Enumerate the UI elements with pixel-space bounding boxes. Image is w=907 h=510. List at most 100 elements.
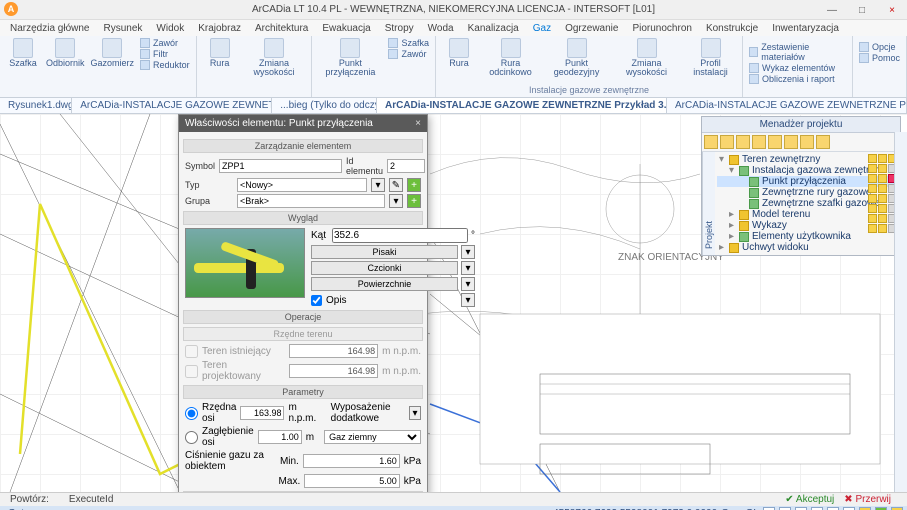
- panel-tool-icon[interactable]: [816, 135, 830, 149]
- cisn-min-input[interactable]: [303, 454, 400, 468]
- ribbon-pomoc[interactable]: Pomoc: [859, 53, 900, 63]
- ribbon-profil[interactable]: Profil instalacji: [685, 38, 736, 77]
- ribbon-zawor[interactable]: Zawór: [140, 38, 190, 48]
- grupa-input[interactable]: [237, 194, 385, 208]
- chevron-down-icon[interactable]: ▾: [461, 261, 475, 275]
- dialog-close-icon[interactable]: ×: [415, 118, 421, 129]
- section-ops: Operacje: [183, 310, 423, 324]
- symbol-input[interactable]: [219, 159, 342, 173]
- section-mgmt: Zarządzanie elementem: [183, 139, 423, 153]
- ribbon-obliczenia[interactable]: Obliczenia i raport: [749, 74, 846, 84]
- ribbon-szafka2[interactable]: Szafka: [388, 38, 429, 48]
- menu-item[interactable]: Inwentaryzacja: [772, 23, 839, 34]
- chevron-down-icon[interactable]: ▾: [409, 406, 421, 420]
- ribbon-filtr[interactable]: Filtr: [140, 49, 190, 59]
- menu-item[interactable]: Woda: [428, 23, 454, 34]
- project-manager-panel: Menadżer projektu Projekt ▾Teren zewnętr…: [701, 116, 901, 256]
- menu-item[interactable]: Rysunek: [104, 23, 143, 34]
- wyposazenie-button[interactable]: Wyposażenie dodatkowe: [331, 402, 405, 424]
- czcionki-button[interactable]: Czcionki: [311, 261, 458, 275]
- ribbon-opcje[interactable]: Opcje: [859, 42, 900, 52]
- cisn-max-input[interactable]: [304, 474, 400, 488]
- panel-tool-icon[interactable]: [704, 135, 718, 149]
- document-tabs: Rysunek1.dwg× ArCADia-INSTALACJE GAZOWE …: [0, 98, 907, 114]
- doc-tab[interactable]: ...bieg (Tylko do odczytu)×: [272, 98, 377, 113]
- dialog-titlebar[interactable]: Właściwości elementu: Punkt przyłączenia…: [179, 115, 427, 132]
- typ-input[interactable]: [237, 178, 367, 192]
- typ-add-icon[interactable]: +: [407, 178, 421, 192]
- pisaki-button[interactable]: Pisaki: [311, 245, 458, 259]
- chevron-down-icon[interactable]: ▾: [461, 245, 475, 259]
- ribbon-zestawienie[interactable]: Zestawienie materiałów: [749, 42, 846, 62]
- menu-item[interactable]: Stropy: [385, 23, 414, 34]
- ribbon-punkt-geo[interactable]: Punkt geodezyjny: [545, 38, 608, 77]
- menu-item[interactable]: Kanalizacja: [468, 23, 519, 34]
- idel-input[interactable]: [387, 159, 425, 173]
- teren-ist-checkbox: [185, 345, 198, 358]
- ribbon-reduktor[interactable]: Reduktor: [140, 60, 190, 70]
- collapsed-panel-strip[interactable]: [894, 132, 907, 492]
- menu-item[interactable]: Widok: [156, 23, 184, 34]
- zagl-input[interactable]: [258, 430, 302, 444]
- ribbon-rura[interactable]: Rura: [203, 38, 237, 68]
- typ-dropdown-icon[interactable]: ▾: [371, 178, 385, 192]
- rzedna-input[interactable]: [240, 406, 284, 420]
- maximize-button[interactable]: □: [847, 0, 877, 20]
- menu-item[interactable]: Konstrukcje: [706, 23, 758, 34]
- ribbon-zmiana-wys[interactable]: Zmiana wysokości: [243, 38, 306, 77]
- panel-tool-icon[interactable]: [784, 135, 798, 149]
- grupa-dropdown-icon[interactable]: ▾: [389, 194, 403, 208]
- typ-edit-icon[interactable]: ✎: [389, 178, 403, 192]
- teren-proj-label: Teren projektowany: [202, 360, 285, 382]
- menu-item[interactable]: Narzędzia główne: [10, 23, 90, 34]
- doc-tab[interactable]: ArCADia-INSTALACJE GAZOWE ZEWNETRZNE 1 (…: [72, 98, 272, 113]
- panel-tool-icon[interactable]: [768, 135, 782, 149]
- zagl-radio[interactable]: [185, 431, 198, 444]
- ribbon-punkt-przyl[interactable]: Punkt przyłączenia: [318, 38, 382, 77]
- titlebar: A ArCADia LT 10.4 PL - WEWNĘTRZNA, NIEKO…: [0, 0, 907, 20]
- ribbon-odbiornik[interactable]: Odbiornik: [46, 38, 85, 68]
- kat-input[interactable]: [332, 228, 468, 243]
- opis-checkbox[interactable]: [311, 295, 322, 306]
- menu-item[interactable]: Ewakuacja: [322, 23, 370, 34]
- typ-label: Typ: [185, 180, 233, 190]
- ribbon-rura2[interactable]: Rura: [442, 38, 476, 68]
- section-params2: Parametry st.: [183, 491, 423, 492]
- accept-button[interactable]: ✔ Akceptuj: [785, 494, 834, 505]
- close-button[interactable]: ×: [877, 0, 907, 20]
- menu-item[interactable]: Ogrzewanie: [565, 23, 618, 34]
- menu-item-active[interactable]: Gaz: [533, 23, 551, 34]
- menu-item[interactable]: Krajobraz: [198, 23, 241, 34]
- opis-drop-icon[interactable]: ▾: [461, 293, 475, 307]
- reject-button[interactable]: ✖ Przerwij: [844, 494, 891, 505]
- ribbon-gazomierz[interactable]: Gazomierz: [91, 38, 135, 68]
- menu-item[interactable]: Architektura: [255, 23, 308, 34]
- gaz-select[interactable]: Gaz ziemny: [324, 430, 421, 444]
- panel-tool-icon[interactable]: [720, 135, 734, 149]
- doc-tab-active[interactable]: ArCADia-INSTALACJE GAZOWE ZEWNETRZNE Prz…: [377, 98, 667, 113]
- cmd-execute-label: ExecuteId: [59, 494, 123, 505]
- cad-canvas[interactable]: ZNAK ORIENTACYJNY Właściwości elementu: …: [0, 114, 907, 492]
- panel-tool-icon[interactable]: [752, 135, 766, 149]
- ribbon-zmiana-wys2[interactable]: Zmiana wysokości: [614, 38, 679, 77]
- tree-row[interactable]: ▸Uchwyt widoku: [717, 242, 898, 253]
- panel-tool-icon[interactable]: [800, 135, 814, 149]
- menu-item[interactable]: Piorunochron: [632, 23, 691, 34]
- minimize-button[interactable]: —: [817, 0, 847, 20]
- menubar: Narzędzia główne Rysunek Widok Krajobraz…: [0, 20, 907, 36]
- grupa-add-icon[interactable]: +: [407, 194, 421, 208]
- chevron-down-icon[interactable]: ▾: [461, 277, 475, 291]
- panel-side-tab[interactable]: Projekt: [702, 152, 715, 255]
- ribbon-rura-odc[interactable]: Rura odcinkowo: [482, 38, 539, 77]
- rzedna-radio[interactable]: [185, 407, 198, 420]
- ribbon-wykaz[interactable]: Wykaz elementów: [749, 63, 846, 73]
- doc-tab[interactable]: Rysunek1.dwg×: [0, 98, 72, 113]
- panel-tool-icon[interactable]: [736, 135, 750, 149]
- cmd-repeat-label: Powtórz:: [0, 494, 59, 505]
- ribbon-group-caption: Instalacje gazowe zewnętrzne: [442, 85, 736, 97]
- ribbon-szafka[interactable]: Szafka: [6, 38, 40, 68]
- powierzchnie-button[interactable]: Powierzchnie: [311, 277, 458, 291]
- ribbon-zawor2[interactable]: Zawór: [388, 49, 429, 59]
- doc-tab[interactable]: ArCADia-INSTALACJE GAZOWE ZEWNETRZNE Prz…: [667, 98, 907, 113]
- symbol-label: Symbol: [185, 161, 215, 171]
